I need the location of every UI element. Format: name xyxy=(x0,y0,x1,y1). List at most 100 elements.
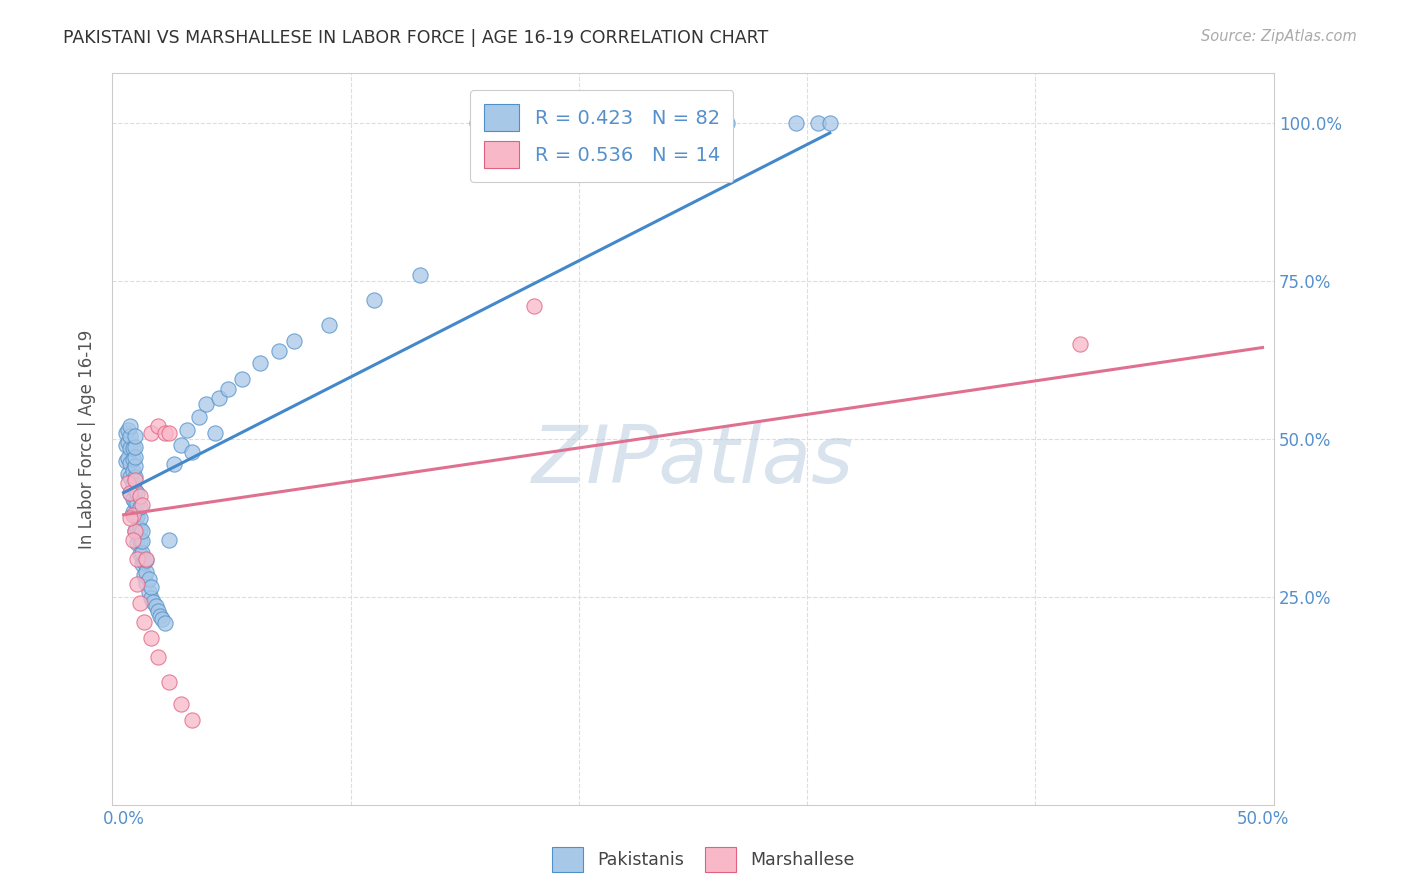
Point xyxy=(127,485,149,500)
Point xyxy=(138,572,160,586)
Point xyxy=(128,547,150,561)
Point xyxy=(157,675,180,690)
Point xyxy=(139,580,162,594)
Point xyxy=(124,470,146,484)
Point xyxy=(135,565,157,579)
Point xyxy=(146,419,169,434)
Point xyxy=(127,552,149,566)
Point xyxy=(124,450,146,464)
Point xyxy=(139,591,162,605)
Point xyxy=(716,116,738,130)
Point xyxy=(121,477,143,491)
Point xyxy=(124,458,146,473)
Point xyxy=(124,524,146,538)
Point xyxy=(128,534,150,549)
Point xyxy=(124,483,146,497)
Point xyxy=(146,649,169,664)
Point xyxy=(128,500,150,515)
Text: Source: ZipAtlas.com: Source: ZipAtlas.com xyxy=(1201,29,1357,44)
Point xyxy=(1069,337,1091,351)
Point xyxy=(231,372,253,386)
Point xyxy=(318,318,340,333)
Point xyxy=(127,496,149,510)
Point xyxy=(128,522,150,536)
Point xyxy=(124,509,146,524)
Point xyxy=(157,533,180,547)
Point xyxy=(363,293,385,308)
Point xyxy=(637,116,659,130)
Point xyxy=(785,116,807,130)
Point xyxy=(131,546,153,560)
Point xyxy=(169,697,191,711)
Point xyxy=(131,498,153,512)
Point xyxy=(267,343,290,358)
Point xyxy=(131,524,153,538)
Point xyxy=(135,576,157,591)
Point xyxy=(124,429,146,443)
Point xyxy=(127,577,149,591)
Point xyxy=(127,536,149,550)
Point xyxy=(120,456,142,470)
Point xyxy=(131,534,153,549)
Point xyxy=(117,476,139,491)
Point xyxy=(181,444,204,458)
Y-axis label: In Labor Force | Age 16-19: In Labor Force | Age 16-19 xyxy=(79,329,96,549)
Point xyxy=(807,116,830,130)
Point xyxy=(135,553,157,567)
Point xyxy=(117,423,139,437)
Point xyxy=(145,599,167,614)
Point xyxy=(139,425,162,440)
Point xyxy=(120,485,142,500)
Point xyxy=(128,489,150,503)
Point xyxy=(409,268,432,282)
Point xyxy=(163,457,186,471)
Point xyxy=(120,511,142,525)
Point xyxy=(124,440,146,454)
Point xyxy=(120,485,142,500)
Point xyxy=(523,300,546,314)
Point xyxy=(120,470,142,484)
Point xyxy=(249,356,271,370)
Point xyxy=(208,391,231,405)
Point xyxy=(121,452,143,467)
Point xyxy=(121,442,143,456)
Point xyxy=(134,555,156,569)
Point xyxy=(127,522,149,536)
Point xyxy=(128,511,150,525)
Point xyxy=(124,473,146,487)
Point xyxy=(120,442,142,456)
Point xyxy=(283,334,305,349)
Point xyxy=(153,425,176,440)
Text: ZIPatlas: ZIPatlas xyxy=(531,422,855,500)
Point xyxy=(117,435,139,450)
Point xyxy=(217,382,239,396)
Point xyxy=(194,397,217,411)
Point xyxy=(120,429,142,443)
Point xyxy=(115,425,138,440)
Point xyxy=(204,425,226,440)
Point xyxy=(121,464,143,478)
Point xyxy=(146,604,169,618)
Point xyxy=(128,596,150,610)
Point xyxy=(131,557,153,571)
Point xyxy=(121,508,143,522)
Point xyxy=(187,409,209,424)
Point xyxy=(176,423,198,437)
Point xyxy=(153,616,176,631)
Point xyxy=(127,509,149,524)
Point xyxy=(149,608,172,623)
Point xyxy=(499,116,522,130)
Point xyxy=(181,713,204,727)
Point xyxy=(124,495,146,509)
Point xyxy=(465,116,488,130)
Legend: Pakistanis, Marshallese: Pakistanis, Marshallese xyxy=(546,840,860,879)
Point xyxy=(157,425,180,440)
Point xyxy=(115,438,138,452)
Point xyxy=(150,612,173,626)
Point xyxy=(121,491,143,506)
Point xyxy=(818,116,841,130)
Legend: R = 0.423   N = 82, R = 0.536   N = 14: R = 0.423 N = 82, R = 0.536 N = 14 xyxy=(471,90,734,182)
Point xyxy=(135,552,157,566)
Text: PAKISTANI VS MARSHALLESE IN LABOR FORCE | AGE 16-19 CORRELATION CHART: PAKISTANI VS MARSHALLESE IN LABOR FORCE … xyxy=(63,29,769,46)
Point xyxy=(138,584,160,599)
